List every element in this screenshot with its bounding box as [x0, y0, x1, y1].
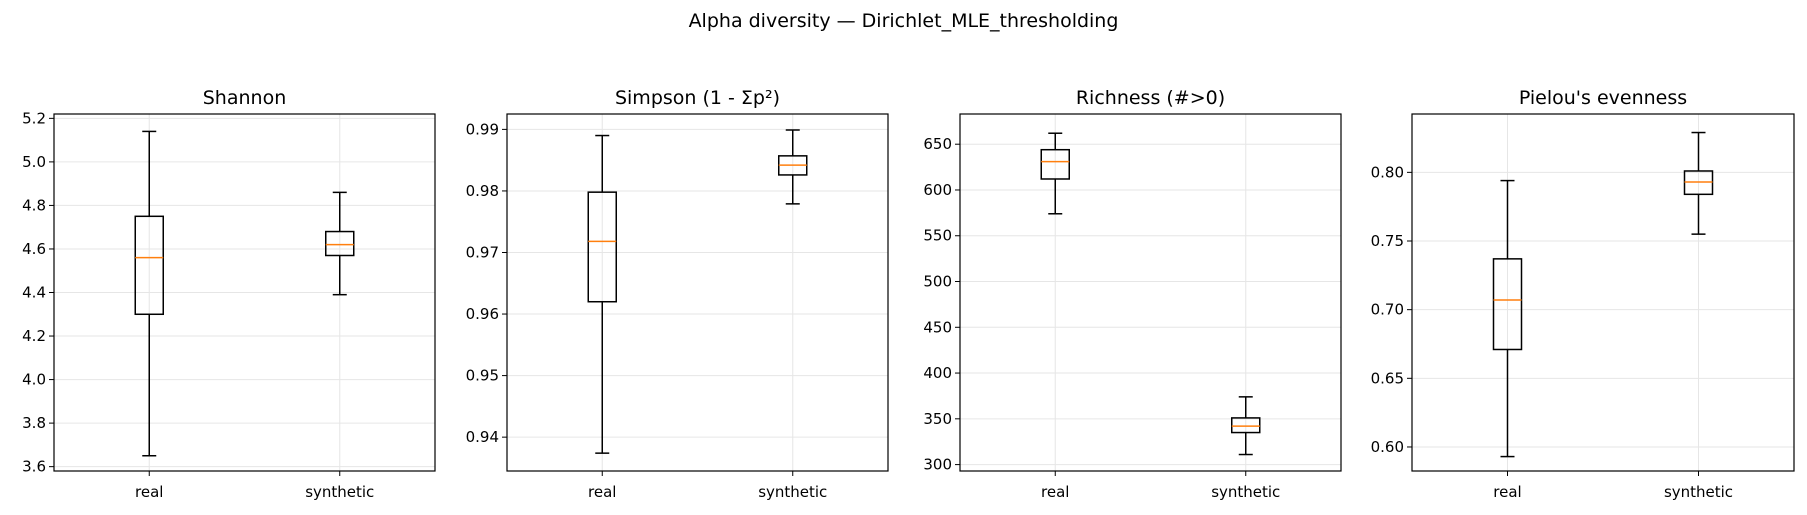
box-synthetic: [778, 129, 808, 205]
y-tick-label: 0.65: [1371, 369, 1404, 387]
y-tick-label: 650: [923, 135, 952, 153]
box-synthetic: [1231, 396, 1261, 456]
iqr-box: [1040, 148, 1070, 180]
y-tick-label: 0.80: [1371, 163, 1404, 181]
box-synthetic: [1683, 131, 1714, 235]
box-real: [134, 130, 164, 457]
axes-frame: [959, 113, 1342, 472]
x-tick-label: real: [1041, 483, 1069, 501]
y-tick-label: 0.94: [466, 428, 499, 446]
figure-title: Alpha diversity — Dirichlet_MLE_threshol…: [688, 10, 1119, 32]
box-real: [1492, 179, 1523, 458]
y-tick-label: 3.8: [22, 414, 46, 432]
y-tick-label: 350: [923, 410, 952, 428]
iqr-box: [325, 230, 355, 257]
x-tick-label: synthetic: [758, 483, 827, 501]
y-tick-label: 0.75: [1371, 232, 1404, 250]
y-tick-label: 4.2: [22, 327, 46, 345]
y-tick-label: 0.60: [1371, 438, 1404, 456]
axes-frame: [1411, 113, 1795, 472]
y-tick-label: 4.0: [22, 371, 46, 389]
y-tick-label: 0.98: [466, 182, 499, 200]
y-tick-label: 4.4: [22, 284, 46, 302]
box-real: [587, 134, 617, 454]
box-real: [1040, 132, 1070, 215]
y-tick-label: 4.8: [22, 196, 46, 214]
y-tick-label: 3.6: [22, 458, 46, 476]
y-tick-label: 400: [923, 364, 952, 382]
subplot-title: Simpson (1 - Σp²): [615, 87, 780, 109]
y-tick-label: 0.95: [466, 367, 499, 385]
x-tick-label: real: [1493, 483, 1521, 501]
y-tick-label: 4.6: [22, 240, 46, 258]
subplot-title: Richness (#>0): [1076, 87, 1225, 109]
y-tick-label: 0.97: [466, 243, 499, 261]
x-tick-label: synthetic: [305, 483, 374, 501]
y-tick-label: 0.70: [1371, 301, 1404, 319]
y-tick-label: 550: [923, 227, 952, 245]
subplot-4: 0.60 0.65 0.70 0.75 0.80 real synthetic Pielou'…: [1371, 87, 1795, 501]
y-tick-label: 500: [923, 273, 952, 291]
subplot-title: Shannon: [203, 87, 287, 109]
box-synthetic: [325, 191, 355, 296]
axes-frame: [53, 113, 436, 472]
y-tick-label: 0.99: [466, 120, 499, 138]
y-tick-label: 0.96: [466, 305, 499, 323]
x-tick-label: real: [588, 483, 616, 501]
y-tick-label: 5.0: [22, 153, 46, 171]
iqr-box: [1231, 417, 1261, 434]
y-tick-label: 600: [923, 181, 952, 199]
iqr-box: [587, 191, 617, 303]
x-tick-label: synthetic: [1664, 483, 1733, 501]
axes-frame: [506, 113, 889, 472]
subplot-2: 0.94 0.95 0.96 0.97 0.98 0.99 real synthetic Sim…: [466, 87, 889, 501]
subplot-3: 300 350 400 450 500 550 600 650 real synthetic Ric…: [923, 87, 1342, 501]
y-tick-label: 300: [923, 456, 952, 474]
x-tick-label: real: [135, 483, 163, 501]
x-tick-label: synthetic: [1211, 483, 1280, 501]
iqr-box: [1492, 258, 1523, 351]
y-tick-label: 450: [923, 318, 952, 336]
y-tick-label: 5.2: [22, 109, 46, 127]
subplot-title: Pielou's evenness: [1519, 87, 1687, 109]
subplot-1: 3.6 3.8 4.0 4.2 4.4 4.6 4.8 5.0 5.2 real synthetic…: [22, 87, 436, 501]
iqr-box: [134, 215, 164, 316]
